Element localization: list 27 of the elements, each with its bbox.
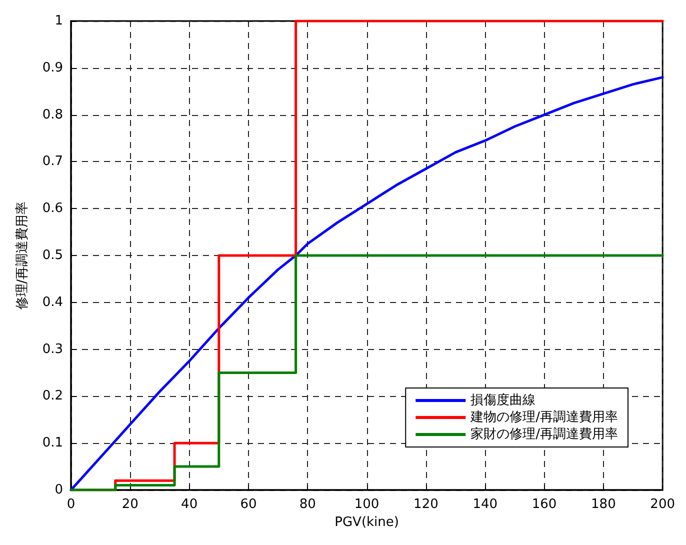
y-tick-label: 0.3 <box>42 342 63 357</box>
x-tick-label: 180 <box>591 497 616 512</box>
x-tick-label: 140 <box>472 497 498 512</box>
y-tick-label: 0.4 <box>42 294 63 310</box>
x-tick-label: 160 <box>532 497 557 512</box>
y-tick-label: 0.9 <box>42 60 63 76</box>
y-tick-label: 0.8 <box>42 107 63 122</box>
x-tick-label: 20 <box>122 497 138 512</box>
y-tick-label: 0.2 <box>42 388 63 404</box>
x-tick-label: 200 <box>650 497 676 512</box>
x-axis-title: PGV(kine) <box>334 514 399 530</box>
y-axis-title: 修理/再調達費用率 <box>14 201 30 310</box>
x-tick-label: 80 <box>299 497 316 512</box>
y-tick-label: 0.6 <box>42 201 63 216</box>
legend-label: 建物の修理/再調達費用率 <box>470 409 618 425</box>
y-tick-label: 0.1 <box>42 436 63 451</box>
x-tick-label: 60 <box>240 497 257 512</box>
y-tick-label: 0.7 <box>42 154 63 170</box>
x-tick-label: 100 <box>354 497 380 512</box>
x-tick-label: 0 <box>66 497 76 512</box>
y-tick-label: 0.5 <box>42 248 63 263</box>
legend-label: 損傷度曲線 <box>470 392 536 408</box>
y-tick-label: 1 <box>54 14 63 28</box>
y-tick-label: 0 <box>54 482 63 498</box>
x-tick-label: 120 <box>414 497 438 512</box>
legend-label: 家財の修理/再調達費用率 <box>470 426 618 442</box>
x-tick-label: 40 <box>181 497 198 512</box>
